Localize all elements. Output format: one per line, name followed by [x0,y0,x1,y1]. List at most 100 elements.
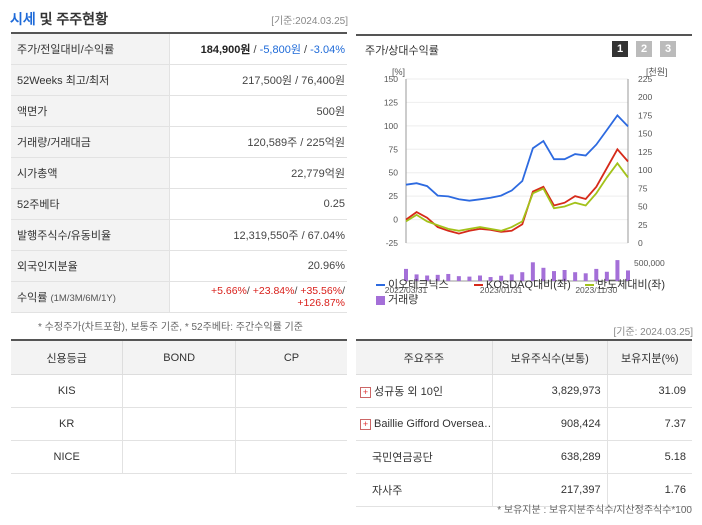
legend-swatch [376,284,385,287]
table-row: 국민연금공단 638,289 5.18 [356,440,692,474]
agency-name: NICE [11,440,124,474]
table-row: + Baillie Gifford Oversea… 908,424 7.37 [356,407,692,441]
y-left-tick-label: -25 [386,238,399,248]
row-label: 거래량/거래대금 [11,126,170,158]
series-line-stock [405,113,629,202]
volume-bar [425,275,430,281]
table-row: KR [11,407,347,441]
volume-bar [488,277,493,281]
bond-rating [122,407,236,441]
y-left-tick-label: 25 [389,191,399,201]
table-row: 시가총액 22,779억원 [11,157,347,189]
holder-name-cell: + Baillie Gifford Oversea… [356,407,493,441]
volume-bar [530,262,535,281]
y-right-tick-label: 200 [638,92,652,102]
returns-periods: (1M/3M/6M/1Y) [50,293,116,304]
table-row: 52Weeks 최고/최저 217,500원 / 76,400원 [11,64,347,96]
credit-divider [11,339,347,341]
table-row: 52주베타 0.25 [11,188,347,220]
volume-bar [604,271,609,281]
column-header: 보유주식수(보통) [492,341,608,375]
row-value: 22,779억원 [169,157,347,189]
return-1y: +126.87% [297,297,345,309]
price-change-rate: -3.04% [310,44,345,56]
chart-page-3-button[interactable]: 3 [660,41,676,57]
volume-bar [414,274,419,281]
volume-bar [499,275,504,281]
legend-item-volume: 거래량 [376,291,418,307]
volume-bar [562,270,567,281]
legend-swatch [474,284,483,287]
return-3m: +23.84% [252,285,295,297]
row-value: 12,319,550주 / 67.04% [169,219,347,251]
holder-pct: 5.18 [607,440,692,474]
y-left-tick-label: 150 [384,74,398,84]
table-row: 액면가 500원 [11,95,347,127]
table-row: KIS [11,374,347,408]
y-left-tick-label: 0 [393,215,398,225]
chart-page-2-button[interactable]: 2 [636,41,652,57]
legend-label: 거래량 [388,294,419,306]
chart-title: 주가/상대수익률 [365,45,439,57]
left-axis-unit: [%] [392,67,405,77]
column-header: BOND [122,341,236,375]
y-right-tick-label: 75 [638,183,648,193]
returns-label: 수익률 [17,292,48,304]
row-value: 0.25 [169,188,347,220]
cp-rating [235,407,347,441]
row-value: 217,500원 / 76,400원 [169,64,347,96]
holder-pct: 1.76 [607,473,692,507]
volume-bar [615,260,620,281]
holder-shares: 217,397 [492,473,608,507]
column-header: 신용등급 [11,341,124,375]
shareholder-reference-date: [기준: 2024.03.25] [613,327,693,338]
legend-swatch [585,284,594,287]
holder-shares: 908,424 [492,407,608,441]
volume-bar [478,275,482,281]
expand-icon[interactable]: + [360,418,371,430]
y-right-tick-label: 125 [638,147,652,157]
legend-item-semi: 반도체대비(좌) [585,276,665,292]
y-right-tick-label: 25 [638,220,648,230]
title-suffix: 및 주주현황 [35,11,108,27]
volume-bar [456,276,461,281]
credit-rating-table: 신용등급 BOND CP KIS KR NICE [11,341,347,474]
expand-icon[interactable]: + [360,386,371,398]
volume-bar [467,276,472,281]
return-1m: +5.66% [210,285,247,297]
row-label: 수익률 (1M/3M/6M/1Y) [11,281,170,313]
row-label: 52주베타 [11,188,170,220]
x-tick-label: 2023/01/31 [480,285,523,295]
holder-name: Baillie Gifford Oversea… [374,418,493,430]
x-tick-label: 2023/11/30 [575,285,617,295]
chart-page-1-button[interactable]: 1 [612,41,628,57]
volume-bar [541,267,546,281]
table-row: NICE [11,440,347,474]
holder-divider [356,339,692,341]
row-label: 액면가 [11,95,170,127]
title-prefix: 시세 [10,11,36,27]
y-right-tick-label: 175 [638,110,652,120]
series-line-kosdaq [405,147,629,235]
row-value: 500원 [169,95,347,127]
y-right-tick-label: 50 [638,202,648,212]
legend-item-kosdaq: KOSDAQ대비(좌) [474,276,571,292]
y-left-tick-label: 125 [384,97,398,107]
reference-date: [기준:2024.03.25] [271,16,348,27]
volume-tick-label: 500,000 [634,258,665,268]
volume-bar [594,268,599,281]
right-axis-unit: [천원] [646,67,668,77]
holder-name: 국민연금공단 [356,440,493,474]
volume-bar [626,270,630,281]
page-title: 시세 및 주주현황 [10,9,108,29]
column-header: CP [235,341,347,375]
x-tick-label: 2022/03/31 [385,285,428,295]
table-row: 거래량/거래대금 120,589주 / 225억원 [11,126,347,158]
table-row: 자사주 217,397 1.76 [356,473,692,507]
holder-name-cell: + 성규동 외 10인 [356,374,493,408]
agency-name: KR [11,407,124,441]
volume-bar [509,274,514,281]
cp-rating [235,374,347,408]
holder-name: 자사주 [356,473,493,507]
legend-swatch [376,295,385,305]
